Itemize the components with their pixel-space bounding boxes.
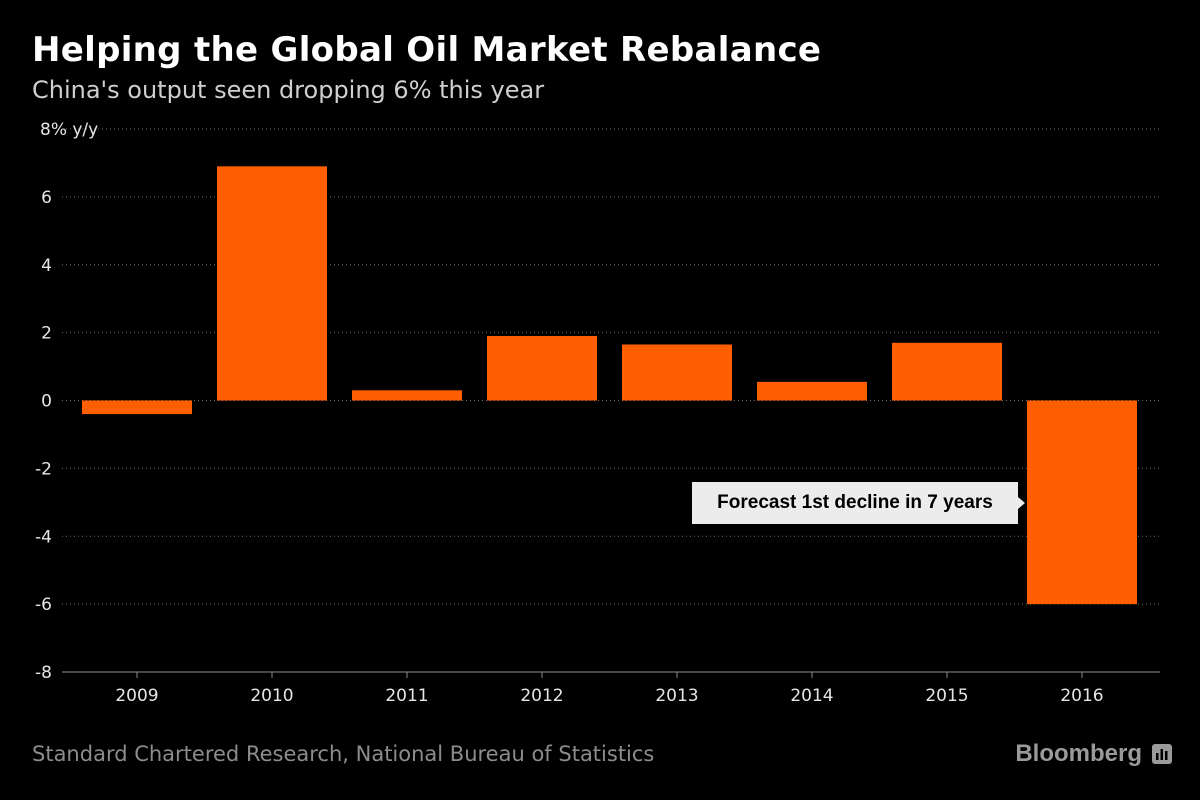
- y-tick-label: 2: [41, 324, 52, 344]
- y-axis-label: 8% y/y: [40, 120, 98, 140]
- x-tick-label: 2013: [655, 686, 698, 706]
- bar-2011: [352, 390, 462, 401]
- bar-2014: [757, 381, 867, 401]
- forecast-annotation: Forecast 1st decline in 7 years: [692, 482, 1018, 524]
- y-tick-label: -4: [35, 527, 52, 547]
- x-tick-label: 2012: [520, 686, 563, 706]
- annotation-text: Forecast 1st decline in 7 years: [717, 492, 993, 513]
- bloomberg-logo: Bloomberg: [1015, 740, 1142, 767]
- x-tick-label: 2016: [1060, 686, 1103, 706]
- x-tick-label: 2011: [385, 686, 428, 706]
- bar-2012: [487, 336, 597, 401]
- x-tick-label: 2014: [790, 686, 833, 706]
- y-tick-label: 4: [41, 256, 52, 276]
- bar-2013: [622, 344, 732, 401]
- source-note: Standard Chartered Research, National Bu…: [32, 742, 655, 766]
- x-tick-label: 2010: [250, 686, 293, 706]
- bar-2015: [892, 342, 1002, 401]
- y-tick-label: 6: [41, 188, 52, 208]
- y-tick-label: -2: [35, 459, 52, 479]
- bar-2010: [217, 166, 327, 401]
- bar-2009: [82, 400, 192, 415]
- x-tick-label: 2009: [115, 686, 158, 706]
- y-tick-label: 0: [41, 392, 52, 412]
- chart-subtitle: China's output seen dropping 6% this yea…: [32, 76, 545, 104]
- x-tick-label: 2015: [925, 686, 968, 706]
- chart-title: Helping the Global Oil Market Rebalance: [32, 30, 822, 70]
- bar-2016: [1027, 400, 1137, 605]
- bloomberg-chart-icon: [1152, 744, 1172, 764]
- annotation-pointer: [1018, 497, 1025, 509]
- y-tick-label: -6: [35, 595, 52, 615]
- y-tick-label: -8: [35, 663, 52, 683]
